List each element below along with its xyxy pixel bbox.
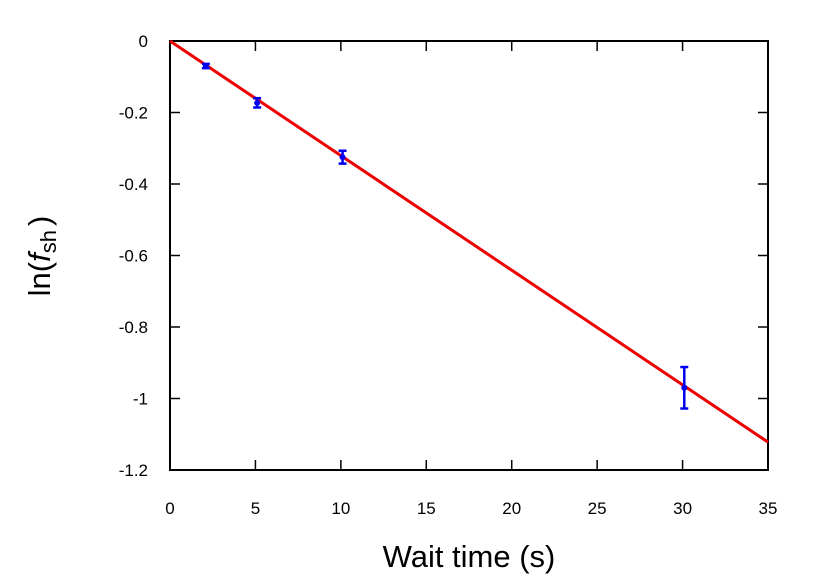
y-axis-title-subscript: sh (36, 230, 61, 253)
data-point (338, 149, 347, 165)
y-tick-label: -1.2 (119, 461, 148, 480)
y-tick-label: -0.6 (119, 247, 148, 266)
x-tick-label: 10 (331, 499, 350, 518)
x-tick-label: 5 (251, 499, 260, 518)
y-tick-label: -0.8 (119, 318, 148, 337)
x-axis-title: Wait time (s) (383, 539, 556, 574)
fit-line (169, 39, 769, 444)
data-point (201, 62, 210, 70)
y-axis-title-prefix: ln( (22, 261, 57, 296)
x-tick-label: 25 (588, 499, 607, 518)
x-tick-label: 35 (759, 499, 778, 518)
y-tick-label: 0 (139, 32, 148, 51)
x-tick-label: 0 (165, 499, 174, 518)
data-point (253, 96, 262, 109)
data-point (680, 365, 689, 410)
y-tick-label: -0.4 (119, 175, 148, 194)
fit-line-layer (169, 39, 769, 444)
point-marker (202, 63, 209, 70)
point-marker (254, 99, 261, 106)
y-tick-label: -1 (133, 390, 148, 409)
y-axis-title: ln(fsh) (22, 216, 61, 297)
y-axis-ticks: 0 -0.2 -0.4 -0.6 -0.8 -1 -1.2 (119, 32, 768, 480)
point-marker (339, 154, 346, 161)
point-marker (681, 384, 688, 391)
x-tick-label: 30 (673, 499, 692, 518)
y-tick-label: -0.2 (119, 104, 148, 123)
x-tick-label: 20 (502, 499, 521, 518)
x-axis-ticks: 0 5 10 15 20 25 30 35 (165, 41, 777, 518)
y-axis-title-suffix: ) (22, 216, 57, 226)
data-points-layer (201, 62, 689, 410)
plot-frame (169, 40, 769, 471)
x-tick-label: 15 (417, 499, 436, 518)
